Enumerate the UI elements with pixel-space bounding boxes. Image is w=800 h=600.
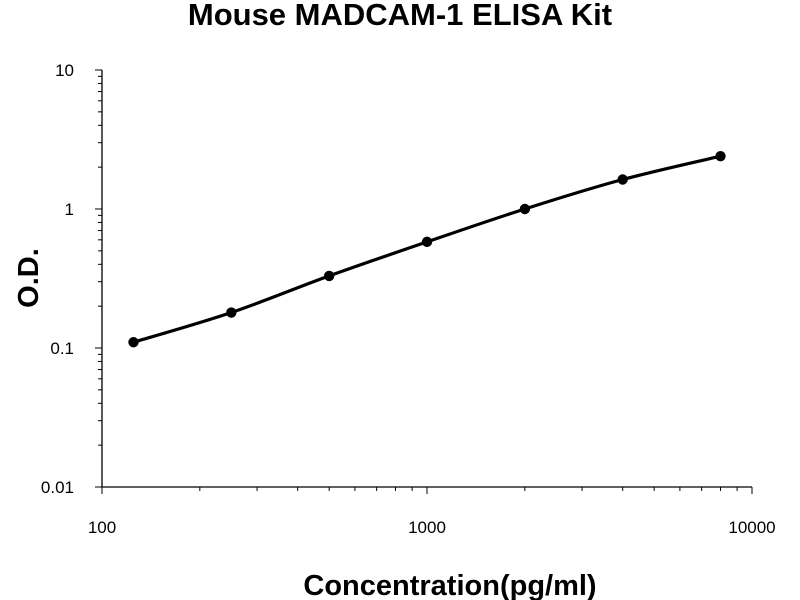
- data-point: [617, 174, 628, 185]
- x-tick-label: 100: [88, 518, 116, 537]
- data-point: [323, 270, 335, 282]
- data-point: [421, 236, 433, 248]
- y-axis-label: O.D.: [13, 248, 45, 308]
- x-tick-label: 1000: [408, 518, 446, 537]
- data-point: [128, 337, 139, 348]
- y-tick-label: 1: [65, 200, 74, 219]
- y-tick-label: 0.1: [50, 339, 74, 358]
- y-tick-label: 10: [55, 61, 74, 80]
- chart-title: Mouse MADCAM-1 ELISA Kit: [188, 0, 612, 32]
- y-tick-label: 0.01: [41, 478, 74, 497]
- fitted-curve: [131, 154, 723, 344]
- data-point: [715, 150, 726, 162]
- data-points: [128, 150, 726, 348]
- x-axis-label: Concentration(pg/ml): [303, 570, 596, 600]
- x-tick-label: 10000: [728, 518, 775, 537]
- data-point: [226, 307, 237, 318]
- series-line: [131, 154, 723, 344]
- data-point: [519, 203, 531, 215]
- axes: [101, 70, 752, 488]
- tick-labels: 0.01 0.1 1 10 100 1000 10000: [41, 61, 776, 537]
- tick-marks: [95, 69, 753, 494]
